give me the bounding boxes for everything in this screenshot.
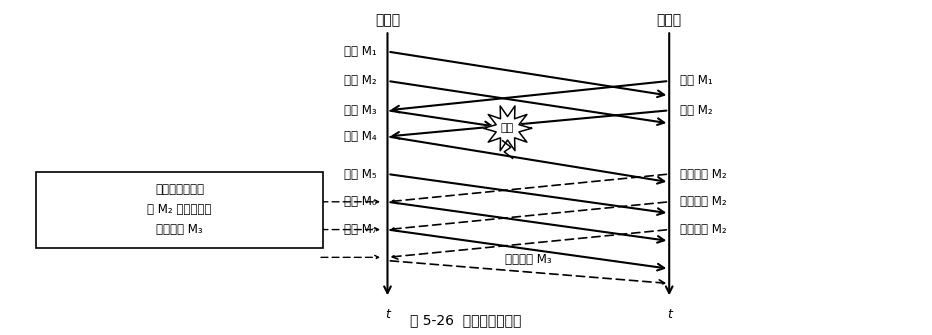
- Text: 发送 M₄: 发送 M₄: [344, 130, 377, 143]
- Text: 发送 M₃: 发送 M₃: [344, 104, 377, 117]
- Text: 立即重传 M₃: 立即重传 M₃: [505, 253, 552, 266]
- Text: 发送 M₇: 发送 M₇: [344, 223, 377, 236]
- Text: 确认 M₁: 确认 M₁: [680, 74, 713, 87]
- Text: t: t: [666, 308, 672, 321]
- Text: 发送 M₆: 发送 M₆: [344, 195, 377, 208]
- Text: 重复确认 M₂: 重复确认 M₂: [680, 223, 727, 236]
- Text: 确认 M₂: 确认 M₂: [680, 104, 713, 117]
- Text: 接收方: 接收方: [657, 13, 682, 27]
- Text: 发送 M₂: 发送 M₂: [344, 74, 377, 87]
- Polygon shape: [484, 106, 531, 151]
- Text: 重复确认 M₂: 重复确认 M₂: [680, 195, 727, 208]
- Text: 发送方: 发送方: [375, 13, 400, 27]
- Text: 发送 M₅: 发送 M₅: [344, 168, 377, 181]
- Text: 收到三个连续的
对 M₂ 的重复确认
立即重传 M₃: 收到三个连续的 对 M₂ 的重复确认 立即重传 M₃: [147, 184, 212, 237]
- Text: 丢失: 丢失: [500, 123, 514, 133]
- Text: t: t: [385, 308, 390, 321]
- Text: 图 5-26  快重传的示意图: 图 5-26 快重传的示意图: [410, 314, 522, 328]
- Text: 发送 M₁: 发送 M₁: [344, 45, 377, 58]
- FancyBboxPatch shape: [36, 172, 322, 248]
- Text: 重复确认 M₂: 重复确认 M₂: [680, 168, 727, 181]
